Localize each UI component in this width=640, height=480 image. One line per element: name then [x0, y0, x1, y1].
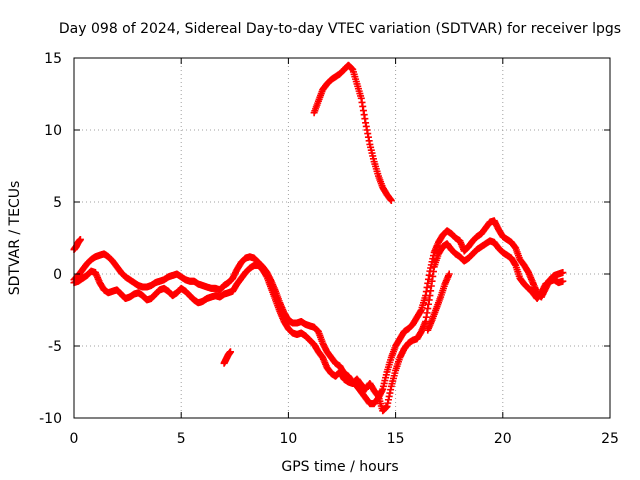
data-points [70, 61, 567, 415]
x-tick-label: 25 [601, 431, 619, 447]
chart-title: Day 098 of 2024, Sidereal Day-to-day VTE… [59, 21, 621, 37]
axis-ticks: 0 5 10 15 20 25 -10 -5 0 5 10 15 [39, 51, 619, 447]
series-start-fragment [70, 235, 84, 254]
y-tick-label: 5 [53, 195, 62, 211]
x-tick-label: 5 [177, 431, 186, 447]
y-tick-label: 10 [44, 123, 62, 139]
data-point [387, 197, 395, 205]
x-tick-label: 20 [494, 431, 512, 447]
x-tick-label: 10 [279, 431, 297, 447]
data-point [76, 235, 84, 243]
grid [74, 58, 610, 418]
series-upper-track [70, 217, 567, 408]
y-tick-label: -5 [48, 339, 62, 355]
series-arc [310, 61, 395, 205]
data-point [227, 348, 235, 356]
x-tick-label: 15 [387, 431, 405, 447]
x-tick-label: 0 [70, 431, 79, 447]
data-point [559, 277, 567, 285]
series-lower-track [70, 237, 567, 415]
y-tick-label: 15 [44, 51, 62, 67]
y-axis-label: SDTVAR / TECUs [7, 181, 23, 296]
x-axis-label: GPS time / hours [281, 459, 398, 475]
series-mid-fragment [220, 348, 235, 367]
y-tick-label: -10 [39, 411, 62, 427]
data-point [559, 269, 567, 277]
y-tick-label: 0 [53, 267, 62, 283]
data-point [445, 270, 453, 278]
series-late-fragment [424, 270, 453, 334]
plot-frame [73, 57, 611, 419]
